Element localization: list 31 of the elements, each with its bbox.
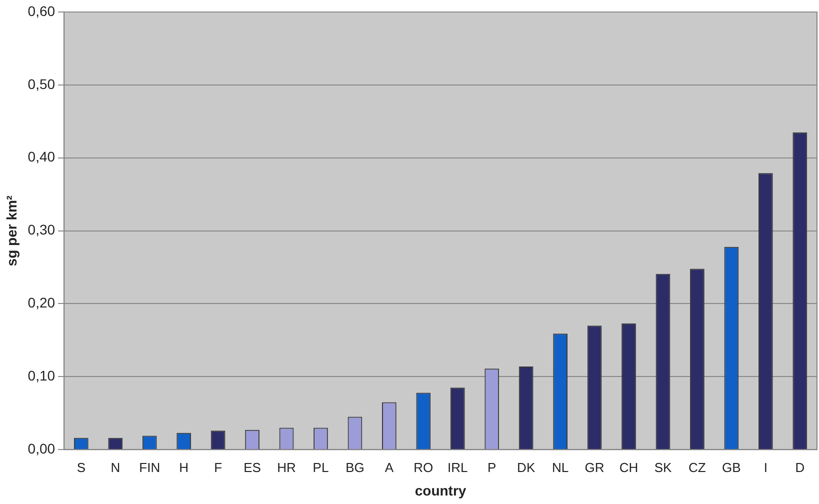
x-tick-label: BG bbox=[346, 460, 364, 475]
x-tick-label: N bbox=[110, 460, 120, 475]
y-tick-label: 0,20 bbox=[28, 294, 56, 311]
y-tick-label: 0,50 bbox=[28, 76, 56, 92]
x-tick-label: IRL bbox=[448, 460, 468, 475]
x-tick-label: F bbox=[214, 460, 222, 475]
y-tick-label: 0,00 bbox=[28, 440, 56, 456]
x-tick-label: RO bbox=[414, 460, 434, 475]
x-tick-label: CH bbox=[619, 460, 638, 475]
x-tick-label: PL bbox=[312, 460, 329, 475]
x-tick-label: ES bbox=[244, 460, 262, 475]
x-tick-label: S bbox=[76, 460, 86, 475]
y-tick-label: 0,10 bbox=[28, 368, 56, 384]
x-tick-label: I bbox=[764, 460, 768, 475]
x-axis-title: country bbox=[414, 482, 466, 498]
y-tick-label: 0,60 bbox=[28, 2, 56, 19]
x-tick-label: HR bbox=[277, 460, 296, 475]
x-tick-label: D bbox=[795, 460, 805, 475]
x-tick-label: H bbox=[179, 460, 189, 475]
x-tick-label: CZ bbox=[688, 460, 706, 475]
x-tick-label: GR bbox=[584, 460, 604, 475]
y-axis-title: sg per km² bbox=[3, 195, 20, 266]
x-tick-label: GB bbox=[722, 460, 741, 475]
y-tick-label: 0,40 bbox=[28, 148, 56, 165]
x-tick-label: DK bbox=[517, 460, 536, 475]
x-tick-label: P bbox=[488, 460, 496, 475]
x-tick-label: NL bbox=[552, 460, 569, 475]
y-tick-label: 0,30 bbox=[28, 222, 56, 238]
x-tick-label: SK bbox=[654, 460, 672, 475]
x-tick-label: A bbox=[384, 460, 394, 475]
x-tick-label: FIN bbox=[139, 460, 160, 475]
